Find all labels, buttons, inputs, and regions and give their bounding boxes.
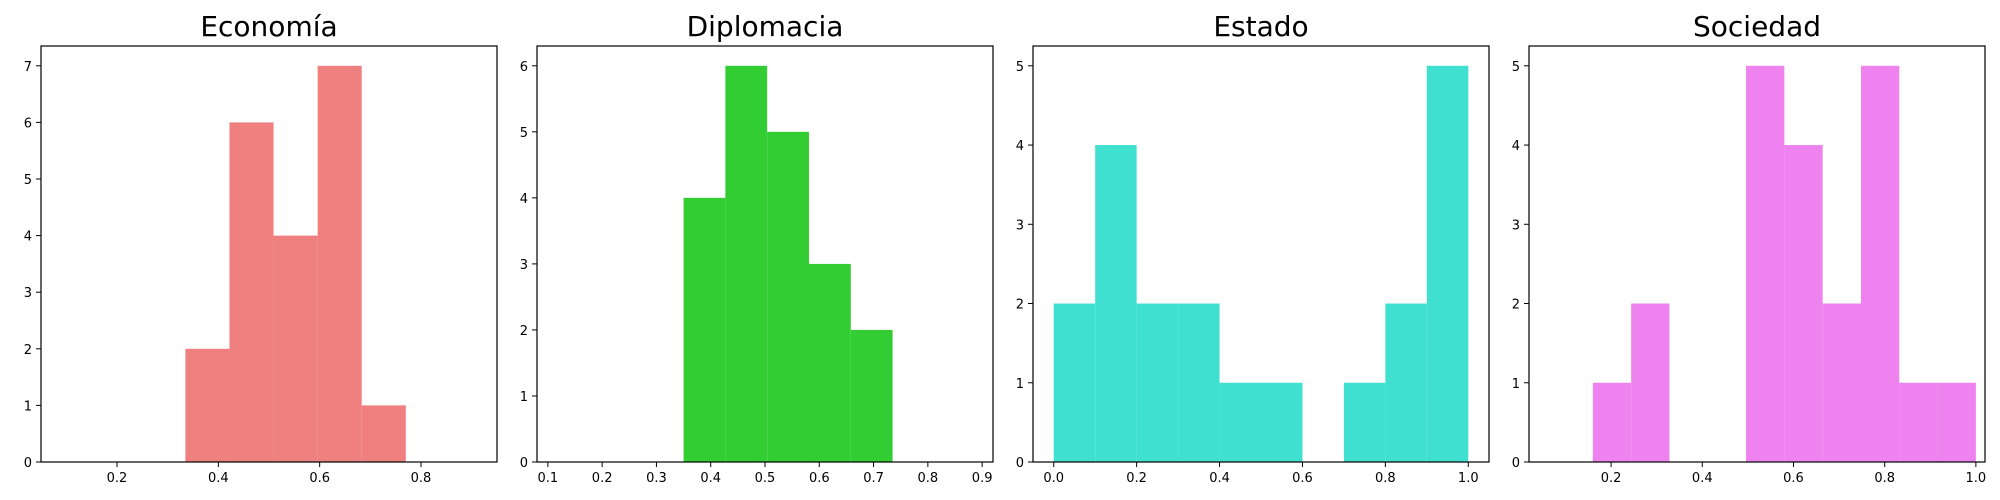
y-tick-label: 3 — [520, 258, 528, 273]
histogram-bar — [1860, 65, 1900, 463]
chart-panel-economia: Economía 0.2 0.4 0.6 0.8 0 1 2 3 4 5 6 7 — [24, 10, 498, 486]
y-tick-label: 6 — [520, 60, 528, 75]
histogram-bar — [808, 263, 851, 462]
chart-title: Sociedad — [1693, 10, 1821, 43]
y-tick-label: 5 — [1512, 60, 1520, 75]
y-tick-label: 3 — [1016, 218, 1024, 233]
histogram-bar — [1592, 382, 1632, 462]
histogram-bar — [725, 65, 768, 463]
histogram-bar — [1219, 382, 1261, 462]
chart-title: Diplomacia — [687, 10, 844, 43]
x-tick-label: 0.4 — [1692, 471, 1713, 486]
y-tick-label: 4 — [1016, 139, 1024, 154]
axes-frame — [1032, 45, 1490, 463]
x-tick-label: 0.9 — [972, 471, 993, 486]
y-tick-label: 1 — [24, 399, 32, 414]
x-tick-label: 0.2 — [1126, 471, 1147, 486]
y-tick-label: 7 — [24, 60, 32, 75]
histogram-bar — [1631, 303, 1670, 462]
y-tick-label: 0 — [520, 456, 528, 471]
y-tick-label: 1 — [1016, 377, 1024, 392]
x-tick-label: 0.8 — [1874, 471, 1895, 486]
y-tick-label: 0 — [24, 456, 32, 471]
x-tick-label: 1.0 — [1458, 471, 1479, 486]
x-tick-label: 0.5 — [755, 471, 776, 486]
histogram-bar — [683, 197, 726, 462]
histogram-bar — [361, 405, 406, 462]
x-tick-label: 0.3 — [646, 471, 667, 486]
histogram-bar — [1343, 382, 1386, 462]
y-tick-label: 3 — [1512, 218, 1520, 233]
y-tick-label: 5 — [520, 126, 528, 141]
histogram-bar — [1937, 382, 1976, 462]
y-tick-label: 4 — [24, 230, 32, 245]
y-tick-label: 2 — [1016, 298, 1024, 313]
x-tick-label: 0.2 — [1601, 471, 1622, 486]
histogram-bar — [1385, 303, 1427, 462]
x-tick-label: 0.8 — [918, 471, 939, 486]
histogram-bar — [229, 122, 274, 462]
histogram-bar — [1095, 145, 1137, 463]
histogram-bar — [850, 329, 893, 462]
x-tick-label: 0.0 — [1043, 471, 1064, 486]
axes-frame — [1528, 45, 1986, 463]
x-tick-label: 0.4 — [1209, 471, 1230, 486]
axes-frame — [40, 45, 498, 463]
histogram-bar — [1178, 303, 1220, 462]
chart-panel-estado: Estado 0.0 0.2 0.4 0.6 0.8 1.0 0 1 2 3 4 5 — [1016, 10, 1490, 486]
histogram-bar — [767, 131, 809, 463]
y-tick-label: 1 — [520, 390, 528, 405]
x-tick-label: 0.4 — [700, 471, 721, 486]
y-tick-label: 4 — [1512, 139, 1520, 154]
x-tick-label: 0.4 — [208, 471, 229, 486]
chart-title: Estado — [1213, 10, 1308, 43]
x-tick-label: 0.8 — [1375, 471, 1396, 486]
y-tick-label: 5 — [1016, 60, 1024, 75]
x-tick-label: 0.2 — [107, 471, 128, 486]
histogram-bar — [1136, 303, 1179, 462]
y-tick-label: 2 — [24, 343, 32, 358]
x-tick-label: 0.1 — [538, 471, 559, 486]
histogram-bar — [1746, 65, 1785, 463]
histogram-bar — [1053, 303, 1096, 462]
y-tick-label: 1 — [1512, 377, 1520, 392]
x-tick-label: 0.6 — [1292, 471, 1313, 486]
x-tick-label: 1.0 — [1966, 471, 1987, 486]
y-tick-label: 0 — [1016, 456, 1024, 471]
y-tick-label: 4 — [520, 192, 528, 207]
histogram-bar — [1426, 65, 1469, 463]
x-tick-label: 0.7 — [863, 471, 884, 486]
x-tick-label: 0.6 — [309, 471, 330, 486]
x-tick-label: 0.8 — [411, 471, 432, 486]
y-tick-label: 2 — [520, 324, 528, 339]
histogram-bar — [185, 348, 230, 462]
y-tick-label: 6 — [24, 116, 32, 131]
histogram-bar — [317, 65, 362, 463]
y-tick-label: 3 — [24, 286, 32, 301]
y-tick-label: 5 — [24, 173, 32, 188]
histogram-bar — [273, 235, 318, 462]
histogram-bar — [1822, 303, 1861, 462]
y-tick-label: 2 — [1512, 298, 1520, 313]
x-tick-label: 0.6 — [809, 471, 830, 486]
chart-title: Economía — [200, 10, 337, 43]
chart-panel-diplomacia: Diplomacia 0.1 0.2 0.3 0.4 0.5 0.6 0.7 0.8 0.9 0 1 2… — [520, 10, 994, 486]
histogram-bar — [1261, 382, 1303, 462]
x-tick-label: 0.2 — [592, 471, 613, 486]
histogram-bar — [1784, 145, 1823, 463]
x-tick-label: 0.6 — [1783, 471, 1804, 486]
y-tick-label: 0 — [1512, 456, 1520, 471]
chart-panel-sociedad: Sociedad 0.2 0.4 0.6 0.8 1.0 0 1 2 3 4 5 — [1512, 10, 1987, 486]
histogram-bar — [1899, 382, 1938, 462]
